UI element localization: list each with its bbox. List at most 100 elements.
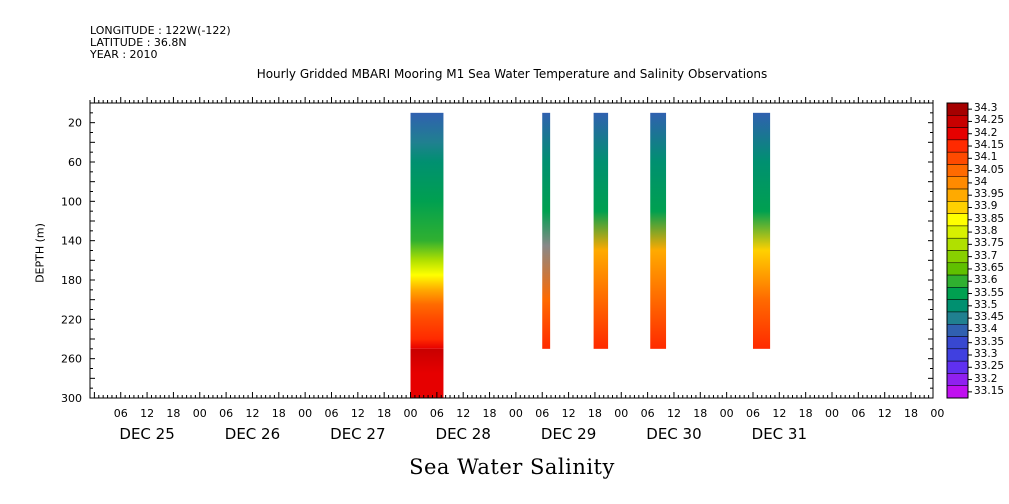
colorbar-level-label: 33.3 bbox=[974, 347, 998, 360]
latitude-text: LATITUDE : 36.8N bbox=[90, 36, 187, 49]
y-tick-label: 300 bbox=[61, 392, 82, 405]
data-segment bbox=[593, 112, 609, 349]
colorbar-level-label: 33.65 bbox=[974, 261, 1005, 274]
chart-title: Hourly Gridded MBARI Mooring M1 Sea Wate… bbox=[256, 67, 768, 81]
x-hour-tick-label: 12 bbox=[667, 407, 681, 420]
colorbar-swatch bbox=[946, 164, 969, 177]
colorbar-swatch bbox=[946, 373, 969, 386]
colorbar-swatch bbox=[946, 299, 969, 313]
data-segment bbox=[410, 348, 444, 398]
colorbar-level-label: 34.2 bbox=[974, 126, 998, 139]
x-hour-tick-label: 18 bbox=[483, 407, 497, 420]
colorbar-swatch bbox=[946, 213, 969, 227]
colorbar-level-label: 33.8 bbox=[974, 225, 998, 238]
x-hour-tick-label: 12 bbox=[772, 407, 786, 420]
x-hour-tick-label: 18 bbox=[693, 407, 707, 420]
x-day-label: DEC 26 bbox=[225, 425, 280, 443]
colorbar-level-label: 34.15 bbox=[974, 139, 1005, 152]
y-tick-label: 140 bbox=[61, 235, 82, 248]
colorbar-level-label: 34.05 bbox=[974, 163, 1005, 176]
colorbar-swatch bbox=[946, 225, 969, 239]
year-text: YEAR : 2010 bbox=[90, 48, 158, 61]
colorbar-swatch bbox=[946, 324, 969, 337]
x-hour-tick-label: 12 bbox=[562, 407, 576, 420]
x-day-label: DEC 25 bbox=[119, 425, 174, 443]
x-axis-title: Sea Water Salinity bbox=[409, 455, 615, 479]
x-hour-tick-label: 00 bbox=[720, 407, 734, 420]
y-tick-label: 60 bbox=[68, 156, 82, 169]
colorbar-level-label: 33.25 bbox=[974, 360, 1005, 373]
colorbar-swatch bbox=[946, 176, 969, 190]
colorbar-swatch bbox=[946, 127, 969, 141]
colorbar-level-label: 33.5 bbox=[974, 298, 998, 311]
colorbar-swatch bbox=[946, 237, 969, 251]
x-hour-tick-label: 00 bbox=[509, 407, 523, 420]
x-hour-tick-label: 12 bbox=[351, 407, 365, 420]
plot-frame bbox=[89, 102, 934, 399]
data-segment bbox=[650, 112, 667, 349]
colorbar-level-label: 33.35 bbox=[974, 335, 1005, 348]
data-segment bbox=[410, 112, 444, 349]
colorbar-level-label: 33.4 bbox=[974, 323, 998, 336]
x-hour-tick-label: 06 bbox=[324, 407, 338, 420]
data-segments bbox=[410, 112, 771, 398]
x-hour-tick-label: 00 bbox=[193, 407, 207, 420]
colorbar-level-label: 33.9 bbox=[974, 200, 998, 213]
colorbar-level-label: 34.3 bbox=[974, 102, 998, 115]
colorbar-level-label: 33.15 bbox=[974, 384, 1005, 397]
colorbar-swatch bbox=[946, 115, 969, 128]
x-hour-tick-label: 06 bbox=[851, 407, 865, 420]
x-hour-tick-label: 00 bbox=[298, 407, 312, 420]
colorbar-swatch bbox=[946, 336, 969, 350]
longitude-text: LONGITUDE : 122W(-122) bbox=[90, 24, 231, 37]
x-hour-tick-label: 12 bbox=[140, 407, 154, 420]
y-tick-label: 180 bbox=[61, 274, 82, 287]
colorbar-level-label: 33.6 bbox=[974, 274, 998, 287]
x-day-label: DEC 31 bbox=[752, 425, 807, 443]
data-segment bbox=[752, 112, 771, 349]
colorbar-level-label: 34 bbox=[974, 175, 988, 188]
x-hour-tick-label: 00 bbox=[930, 407, 944, 420]
colorbar-swatch bbox=[946, 262, 969, 276]
colorbar-swatch bbox=[946, 287, 969, 300]
x-hour-tick-label: 18 bbox=[166, 407, 180, 420]
colorbar-swatch bbox=[946, 250, 969, 264]
x-hour-tick-label: 12 bbox=[456, 407, 470, 420]
x-day-label: DEC 28 bbox=[436, 425, 491, 443]
y-tick-label: 260 bbox=[61, 353, 82, 366]
colorbar-level-label: 33.45 bbox=[974, 311, 1005, 324]
x-hour-tick-label: 18 bbox=[799, 407, 813, 420]
colorbar-swatch bbox=[946, 151, 969, 165]
x-hour-tick-label: 06 bbox=[746, 407, 760, 420]
colorbar-level-label: 33.95 bbox=[974, 188, 1005, 201]
colorbar-swatch bbox=[946, 360, 969, 374]
colorbar-swatch bbox=[946, 139, 969, 153]
y-tick-label: 20 bbox=[68, 117, 82, 130]
colorbar-level-label: 33.2 bbox=[974, 372, 998, 385]
x-hour-tick-label: 06 bbox=[430, 407, 444, 420]
x-hour-tick-label: 06 bbox=[535, 407, 549, 420]
x-hour-tick-label: 18 bbox=[588, 407, 602, 420]
colorbar-level-label: 34.1 bbox=[974, 151, 998, 164]
x-hour-tick-label: 12 bbox=[245, 407, 259, 420]
data-segment bbox=[542, 112, 551, 349]
colorbar-swatch bbox=[946, 201, 969, 214]
colorbar-swatch bbox=[946, 188, 969, 202]
x-hour-tick-label: 00 bbox=[614, 407, 628, 420]
colorbar-level-label: 33.7 bbox=[974, 249, 998, 262]
x-day-label: DEC 27 bbox=[330, 425, 385, 443]
colorbar-swatch bbox=[946, 311, 969, 325]
x-day-label: DEC 30 bbox=[646, 425, 701, 443]
y-tick-label: 100 bbox=[61, 195, 82, 208]
x-hour-tick-label: 00 bbox=[825, 407, 839, 420]
colorbar-swatch bbox=[946, 274, 969, 288]
colorbar-frame bbox=[946, 102, 969, 399]
x-day-label: DEC 29 bbox=[541, 425, 596, 443]
x-hour-tick-label: 06 bbox=[219, 407, 233, 420]
colorbar-level-label: 33.85 bbox=[974, 212, 1005, 225]
x-hour-tick-label: 18 bbox=[377, 407, 391, 420]
colorbar-swatch bbox=[946, 385, 969, 399]
axis-ticks: 06 12 18 00 06 12 18 00 06 12 18 00 06 12 18 00 06 12 18 00… bbox=[61, 97, 944, 443]
x-hour-tick-label: 06 bbox=[114, 407, 128, 420]
x-hour-tick-label: 00 bbox=[404, 407, 418, 420]
